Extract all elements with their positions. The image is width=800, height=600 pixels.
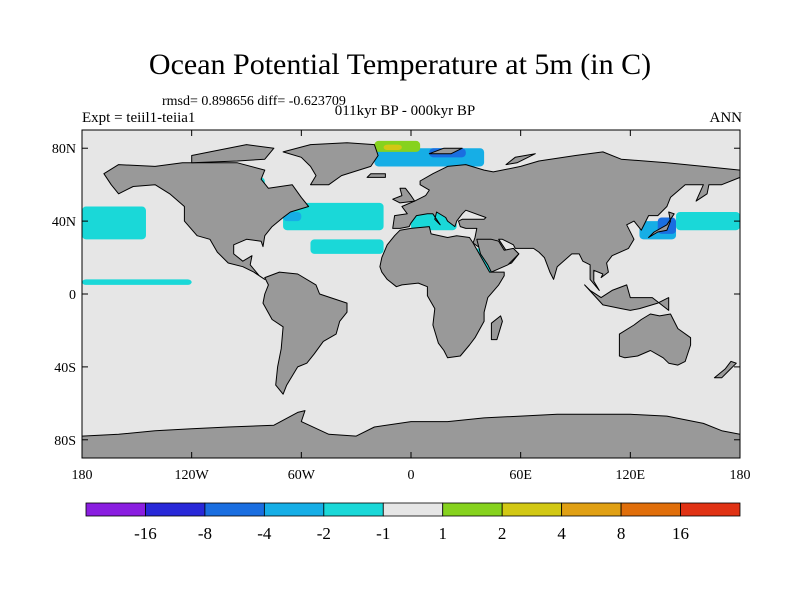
landmass-canadian-islands	[191, 144, 275, 164]
landmass-greenland	[282, 142, 379, 186]
lon-tick-label: 120W	[175, 468, 210, 483]
experiment-label: Expt = teiil1-teiia1	[82, 110, 196, 126]
colorbar-box	[145, 502, 206, 517]
colorbar-label: -4	[257, 524, 272, 543]
colorbar-box	[382, 502, 444, 517]
colorbar-box	[85, 502, 146, 517]
landmass-iceland	[366, 173, 386, 178]
colorbar-label: -8	[198, 524, 212, 543]
landmass-svalbard	[428, 147, 463, 155]
colorbar-box	[323, 502, 384, 517]
landmass-new-zealand	[713, 360, 737, 379]
colorbar-label: 2	[498, 524, 507, 543]
lon-tick-label: 120E	[616, 468, 646, 483]
landmass-africa	[379, 226, 505, 359]
colorbar-box	[501, 502, 563, 517]
colorbar-label: -2	[317, 524, 331, 543]
colorbar-label: 16	[672, 524, 689, 543]
landmass-japan	[648, 211, 675, 238]
landmass-north-america	[103, 162, 310, 280]
lat-tick-label: 40S	[54, 361, 76, 376]
landmass-eurasia	[392, 151, 740, 291]
landmass-australia	[618, 313, 692, 366]
lat-tick-label: 0	[69, 288, 76, 303]
lon-tick-label: 60W	[288, 468, 316, 483]
colorbar-box	[442, 502, 503, 517]
colorbar-box	[620, 502, 681, 517]
map-title: Ocean Potential Temperature at 5m (in C)	[148, 48, 652, 81]
landmass-indonesia	[584, 284, 670, 311]
landmass-novaya-zemlya	[505, 153, 536, 166]
lat-tick-label: 40N	[52, 215, 76, 230]
colorbar: -16 -8 -4 -2 -1 1 2 4 8 16	[85, 502, 741, 543]
colorbar-label: 8	[617, 524, 626, 543]
colorbar-box	[263, 502, 325, 517]
lat-tick-label: 80N	[52, 142, 76, 157]
lat-axis: 80N 40N 0 40S 80S	[52, 142, 740, 449]
colorbar-label: 1	[438, 524, 447, 543]
anomaly-region	[283, 202, 384, 231]
landmass-arabia	[476, 238, 520, 273]
lon-tick-label: 180	[72, 468, 93, 483]
colorbar-box	[204, 502, 265, 517]
landmass-british-isles	[392, 187, 416, 204]
landmass-madagascar	[490, 315, 503, 341]
anomaly-region	[310, 239, 384, 254]
period-label: 011kyr BP - 000kyr BP	[334, 103, 476, 119]
colorbar-label: -16	[134, 524, 157, 543]
anomaly-region	[676, 212, 740, 231]
lon-axis: 180 120W 60W 0 60E 120E 180	[72, 130, 751, 483]
land-layer	[82, 142, 740, 458]
lon-tick-label: 0	[408, 468, 415, 483]
colorbar-box	[680, 502, 741, 517]
lon-tick-label: 180	[730, 468, 751, 483]
stats-label: rmsd= 0.898656 diff= -0.623709	[162, 94, 346, 109]
colorbar-label: 4	[557, 524, 566, 543]
anomaly-region	[383, 144, 402, 151]
anomaly-region	[82, 279, 192, 285]
landmass-south-america	[262, 271, 348, 395]
landmass-antarctica	[82, 410, 740, 458]
colorbar-label: -1	[376, 524, 390, 543]
lon-tick-label: 60E	[509, 468, 532, 483]
season-label: ANN	[709, 110, 743, 126]
anomaly-region	[82, 206, 146, 240]
colorbar-box	[561, 502, 622, 517]
lat-tick-label: 80S	[54, 434, 76, 449]
